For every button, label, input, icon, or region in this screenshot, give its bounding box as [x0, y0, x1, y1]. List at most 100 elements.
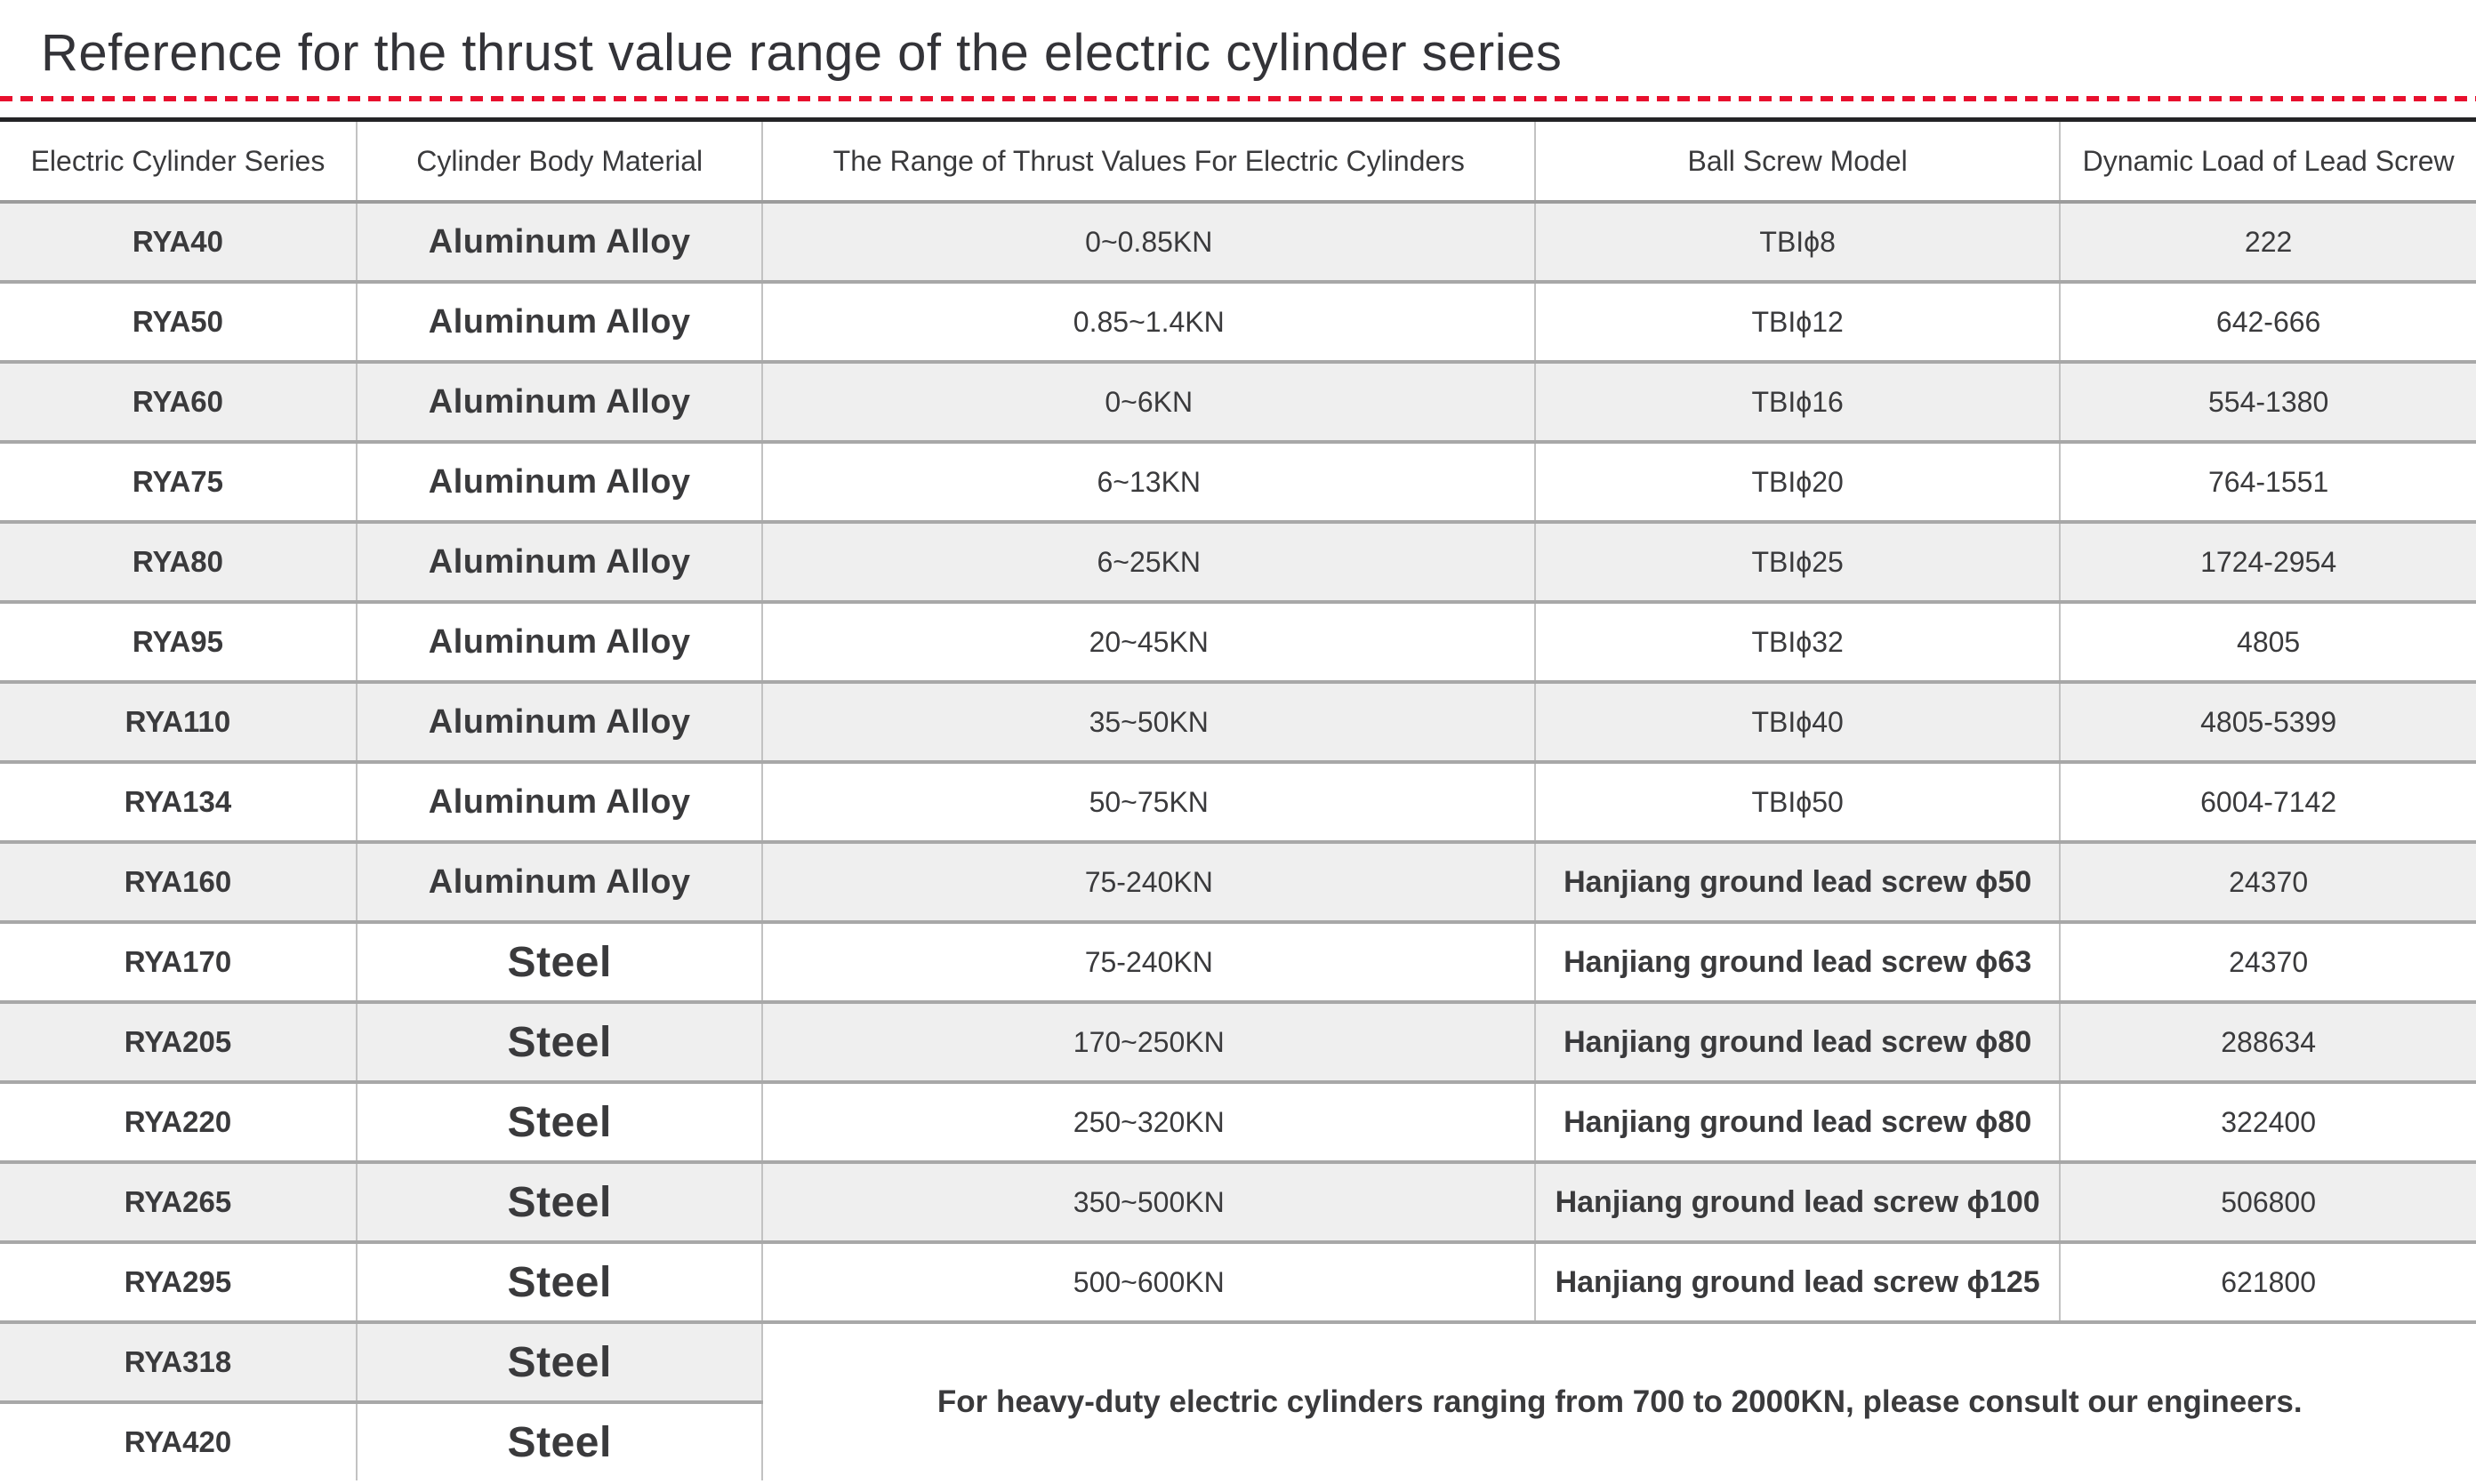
table-row: RYA318 Steel For heavy-duty electric cylin… [0, 1320, 2476, 1480]
cell-material: Steel [355, 1320, 763, 1402]
table-row: RYA60 Aluminum Alloy 0~6KN TBIϕ16 554-1380 [0, 360, 2476, 442]
cell-material: Aluminum Alloy [355, 280, 763, 362]
cell-load: 4805-5399 [2059, 680, 2476, 762]
table-row: RYA205 Steel 170~250KN Hanjiang ground lead… [0, 1000, 2476, 1082]
cell-load: 322400 [2059, 1080, 2476, 1162]
cell-series: RYA295 [0, 1240, 357, 1322]
cell-material: Steel [355, 920, 763, 1002]
cell-material: Aluminum Alloy [355, 440, 763, 522]
cell-series: RYA75 [0, 440, 357, 522]
cell-thrust: 0~6KN [761, 360, 1536, 442]
table-row: RYA75 Aluminum Alloy 6~13KN TBIϕ20 764-1551 [0, 440, 2476, 522]
cell-load: 554-1380 [2059, 360, 2476, 442]
cell-screw: TBIϕ40 [1534, 680, 2061, 762]
cell-screw: Hanjiang ground lead screw ϕ50 [1534, 840, 2061, 922]
cell-load: 642-666 [2059, 280, 2476, 362]
cell-load: 4805 [2059, 600, 2476, 682]
cell-thrust: 250~320KN [761, 1080, 1536, 1162]
cell-series: RYA220 [0, 1080, 357, 1162]
cell-screw: Hanjiang ground lead screw ϕ63 [1534, 920, 2061, 1002]
cell-series: RYA205 [0, 1000, 357, 1082]
cell-screw: Hanjiang ground lead screw ϕ125 [1534, 1240, 2061, 1322]
cell-thrust: 6~13KN [761, 440, 1536, 522]
cell-series: RYA160 [0, 840, 357, 922]
cell-load: 1724-2954 [2059, 520, 2476, 602]
cell-thrust: 35~50KN [761, 680, 1536, 762]
table-row: RYA95 Aluminum Alloy 20~45KN TBIϕ32 4805 [0, 600, 2476, 682]
cell-screw: TBIϕ16 [1534, 360, 2061, 442]
cell-load: 6004-7142 [2059, 760, 2476, 842]
cell-material: Aluminum Alloy [355, 360, 763, 442]
cell-series: RYA170 [0, 920, 357, 1002]
cell-series: RYA50 [0, 280, 357, 362]
table-row: RYA420 Steel [0, 1400, 2476, 1480]
cell-screw: TBIϕ20 [1534, 440, 2061, 522]
cell-material: Steel [355, 1240, 763, 1322]
cell-screw: TBIϕ32 [1534, 600, 2061, 682]
cell-load: 222 [2059, 202, 2476, 282]
cell-screw: Hanjiang ground lead screw ϕ80 [1534, 1000, 2061, 1082]
cell-screw: Hanjiang ground lead screw ϕ100 [1534, 1160, 2061, 1242]
cell-series: RYA80 [0, 520, 357, 602]
table-row: RYA160 Aluminum Alloy 75-240KN Hanjiang gro… [0, 840, 2476, 922]
cell-series: RYA318 [0, 1320, 357, 1402]
cell-material: Aluminum Alloy [355, 760, 763, 842]
table-row: RYA295 Steel 500~600KN Hanjiang ground lead… [0, 1240, 2476, 1322]
red-dashed-divider [0, 96, 2476, 101]
cell-screw: TBIϕ50 [1534, 760, 2061, 842]
cell-series: RYA95 [0, 600, 357, 682]
cell-series: RYA265 [0, 1160, 357, 1242]
column-header-thrust: The Range of Thrust Values For Electric … [761, 119, 1536, 204]
thrust-reference-table: Electric Cylinder Series Cylinder Body M… [0, 117, 2476, 1480]
cell-material: Aluminum Alloy [355, 202, 763, 282]
cell-series: RYA420 [0, 1400, 357, 1480]
cell-material: Aluminum Alloy [355, 520, 763, 602]
cell-thrust: 0~0.85KN [761, 202, 1536, 282]
table-row: RYA80 Aluminum Alloy 6~25KN TBIϕ25 1724-2954 [0, 520, 2476, 602]
heavy-duty-note: For heavy-duty electric cylinders rangin… [761, 1320, 2476, 1480]
cell-screw: Hanjiang ground lead screw ϕ80 [1534, 1080, 2061, 1162]
cell-load: 621800 [2059, 1240, 2476, 1322]
cell-material: Aluminum Alloy [355, 600, 763, 682]
cell-load: 506800 [2059, 1160, 2476, 1242]
cell-material: Aluminum Alloy [355, 840, 763, 922]
cell-thrust: 170~250KN [761, 1000, 1536, 1082]
table-row: RYA40 Aluminum Alloy 0~0.85KN TBIϕ8 222 [0, 202, 2476, 282]
cell-screw: TBIϕ8 [1534, 202, 2061, 282]
table-row: RYA50 Aluminum Alloy 0.85~1.4KN TBIϕ12 642-6… [0, 280, 2476, 362]
cell-material: Steel [355, 1160, 763, 1242]
column-header-series: Electric Cylinder Series [0, 119, 357, 204]
cell-thrust: 75-240KN [761, 920, 1536, 1002]
cell-series: RYA60 [0, 360, 357, 442]
cell-thrust: 6~25KN [761, 520, 1536, 602]
cell-series: RYA134 [0, 760, 357, 842]
cell-load: 764-1551 [2059, 440, 2476, 522]
column-header-material: Cylinder Body Material [355, 119, 763, 204]
cell-material: Steel [355, 1000, 763, 1082]
table-row: RYA110 Aluminum Alloy 35~50KN TBIϕ40 4805-53… [0, 680, 2476, 762]
page-title: Reference for the thrust value range of … [41, 24, 1563, 82]
cell-thrust: 350~500KN [761, 1160, 1536, 1242]
table-body: RYA40 Aluminum Alloy 0~0.85KN TBIϕ8 222 RYA50… [0, 202, 2476, 1480]
cell-load: 24370 [2059, 920, 2476, 1002]
cell-thrust: 50~75KN [761, 760, 1536, 842]
column-header-load: Dynamic Load of Lead Screw [2059, 119, 2476, 204]
cell-thrust: 75-240KN [761, 840, 1536, 922]
cell-thrust: 0.85~1.4KN [761, 280, 1536, 362]
cell-series: RYA40 [0, 202, 357, 282]
cell-material: Aluminum Alloy [355, 680, 763, 762]
cell-material: Steel [355, 1400, 763, 1480]
table-row: RYA170 Steel 75-240KN Hanjiang ground lead … [0, 920, 2476, 1002]
table-header-row: Electric Cylinder Series Cylinder Body M… [0, 119, 2476, 204]
cell-series: RYA110 [0, 680, 357, 762]
cell-thrust: 20~45KN [761, 600, 1536, 682]
cell-thrust: 500~600KN [761, 1240, 1536, 1322]
table-row: RYA134 Aluminum Alloy 50~75KN TBIϕ50 6004-71… [0, 760, 2476, 842]
table-row: RYA265 Steel 350~500KN Hanjiang ground lead… [0, 1160, 2476, 1242]
column-header-screw: Ball Screw Model [1534, 119, 2061, 204]
cell-screw: TBIϕ12 [1534, 280, 2061, 362]
table-row: RYA220 Steel 250~320KN Hanjiang ground lead… [0, 1080, 2476, 1162]
cell-screw: TBIϕ25 [1534, 520, 2061, 602]
cell-load: 288634 [2059, 1000, 2476, 1082]
